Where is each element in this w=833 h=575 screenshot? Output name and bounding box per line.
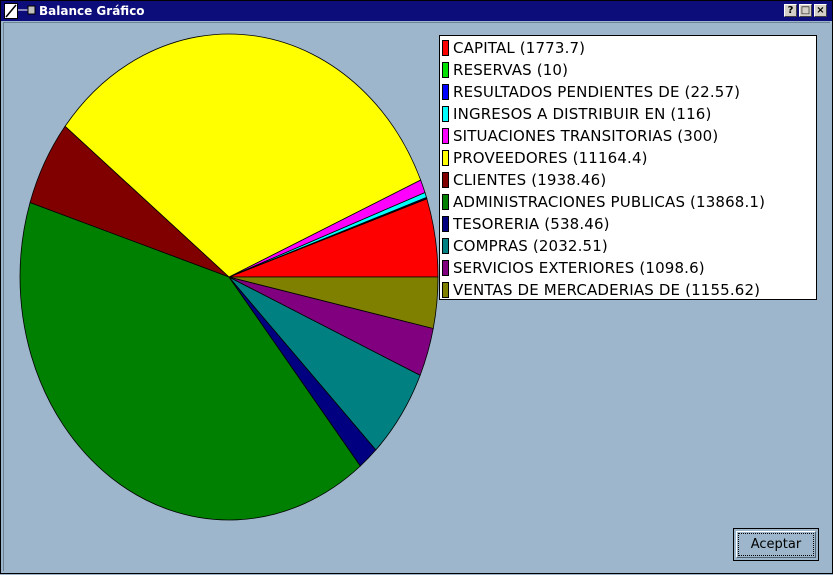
legend-swatch xyxy=(442,106,449,122)
legend-label: RESERVAS (10) xyxy=(453,61,569,79)
legend-swatch xyxy=(442,260,449,276)
legend-swatch xyxy=(442,194,449,210)
accept-button[interactable]: Aceptar xyxy=(733,528,819,561)
window-title: Balance Gráfico xyxy=(39,4,145,18)
pie-slice-7 xyxy=(19,202,361,521)
legend-swatch xyxy=(442,84,449,100)
window-client-area xyxy=(3,22,830,571)
accept-button-bevel xyxy=(736,531,816,558)
accept-button-label: Aceptar xyxy=(750,537,802,552)
accept-button-focus-ring xyxy=(738,533,814,556)
title-bar[interactable]: Balance Gráfico ? □ × xyxy=(1,1,832,21)
legend-label: RESULTADOS PENDIENTES DE (22.57) xyxy=(453,83,741,101)
legend-label: COMPRAS (2032.51) xyxy=(453,237,608,255)
legend-label: INGRESOS A DISTRIBUIR EN (116) xyxy=(453,105,712,123)
legend-label: ADMINISTRACIONES PUBLICAS (13868.1) xyxy=(453,193,766,211)
legend-label: SITUACIONES TRANSITORIAS (300) xyxy=(453,127,719,145)
legend-swatch xyxy=(442,282,449,298)
close-button[interactable]: × xyxy=(814,4,827,17)
legend-label: TESORERIA (538.46) xyxy=(453,215,610,233)
legend-label: CLIENTES (1938.46) xyxy=(453,171,607,189)
legend-swatch xyxy=(442,40,449,56)
legend-swatch xyxy=(442,62,449,78)
legend-swatch xyxy=(442,172,449,188)
legend-label: VENTAS DE MERCADERIAS DE (1155.62) xyxy=(453,281,761,299)
legend-swatch xyxy=(442,238,449,254)
pie-slice-11 xyxy=(228,276,439,329)
legend-label: CAPITAL (1773.7) xyxy=(453,39,586,57)
help-button[interactable]: ? xyxy=(784,4,797,17)
legend-label: SERVICIOS EXTERIORES (1098.6) xyxy=(453,259,705,277)
maximize-button[interactable]: □ xyxy=(799,4,812,17)
legend-swatch xyxy=(442,216,449,232)
legend-label: PROVEEDORES (11164.4) xyxy=(453,149,648,167)
legend-swatch xyxy=(442,150,449,166)
chart-app-icon xyxy=(4,3,36,19)
legend-swatch xyxy=(442,128,449,144)
chart-legend: CAPITAL (1773.7) RESERVAS (10) RESULTADOS … xyxy=(439,35,817,300)
pie-slice-5 xyxy=(64,33,422,278)
